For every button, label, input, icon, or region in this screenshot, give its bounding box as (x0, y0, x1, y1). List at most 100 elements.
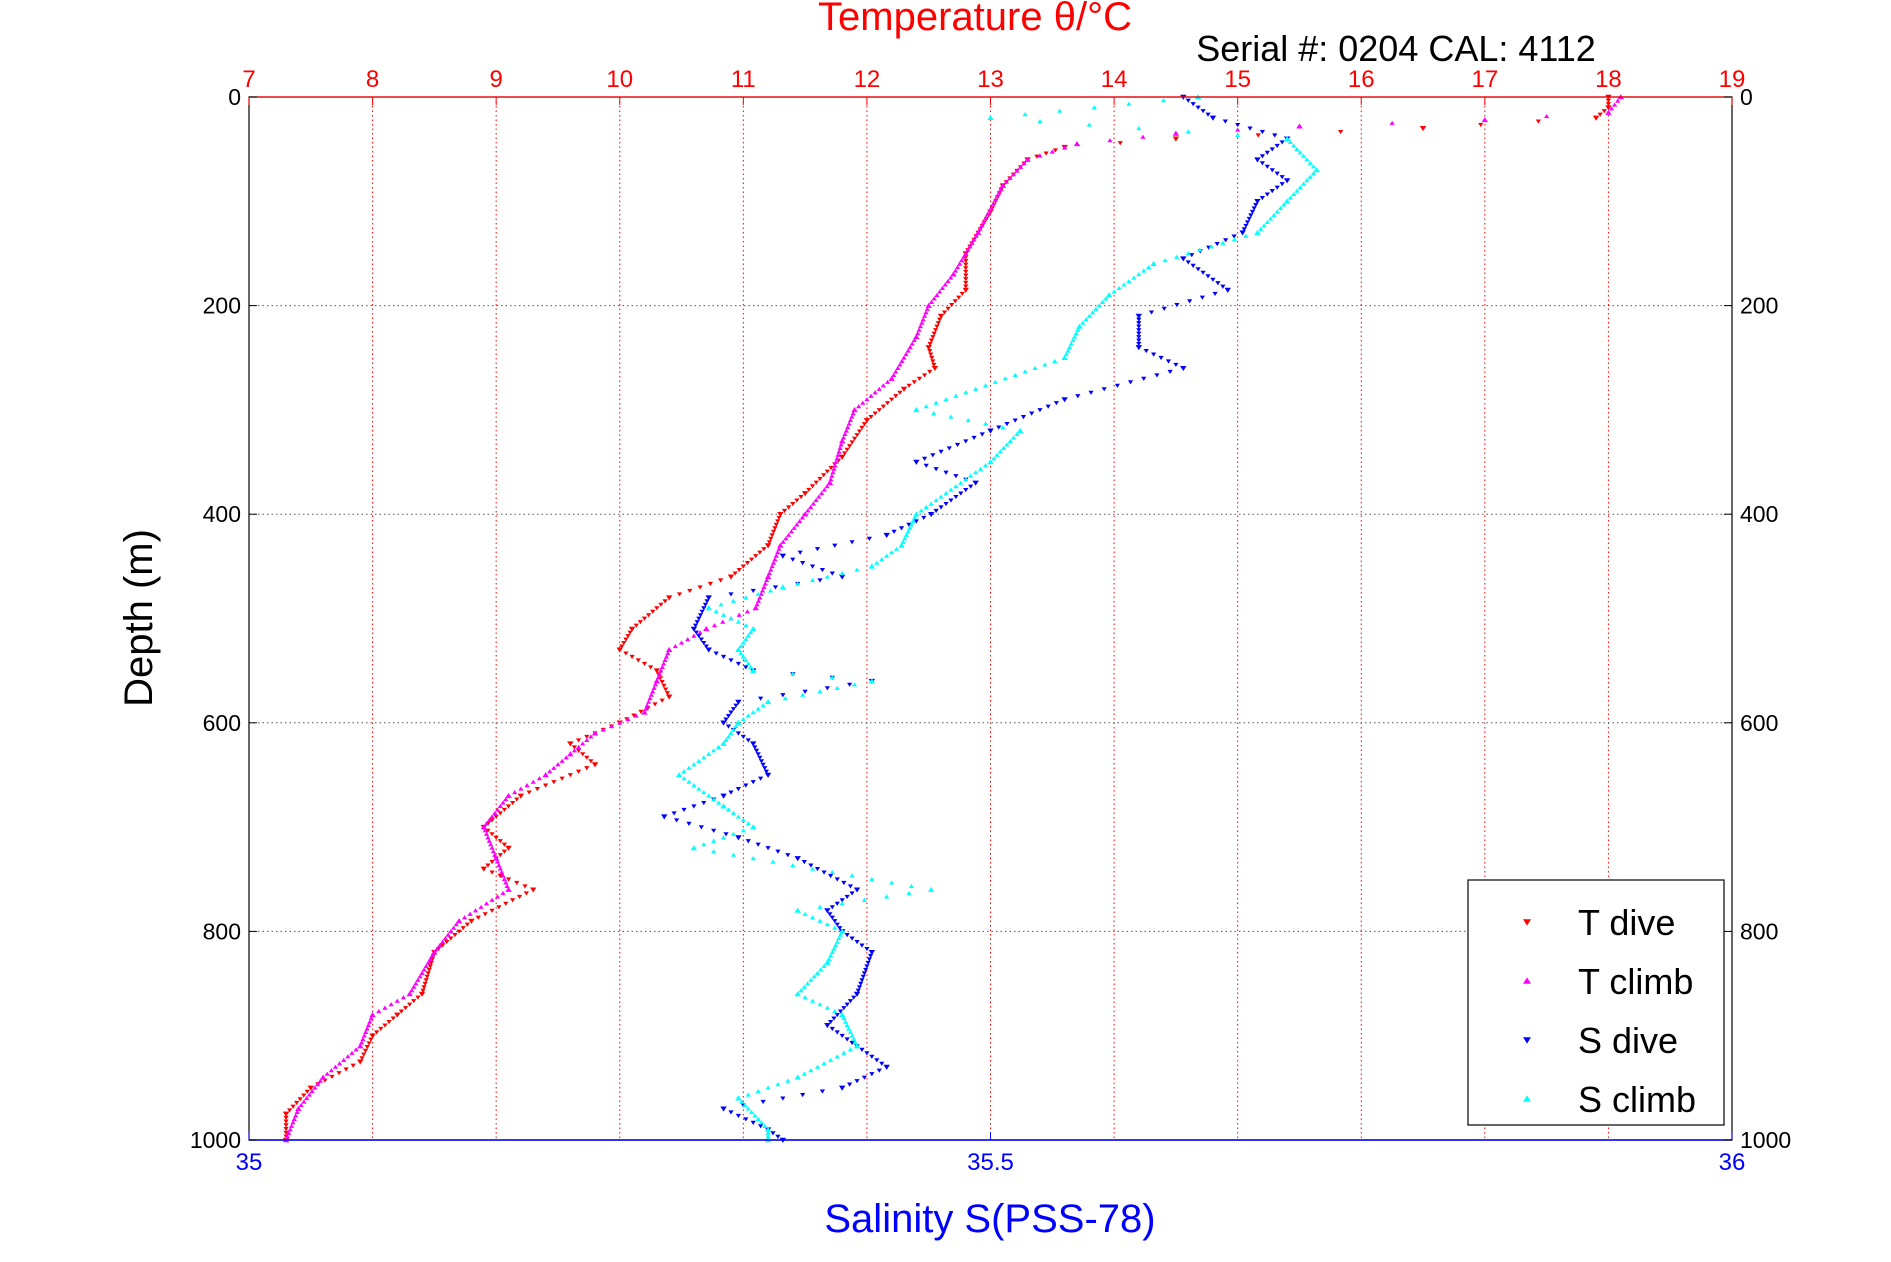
profile-marker (286, 1130, 292, 1135)
profile-marker (720, 654, 727, 660)
profile-marker (765, 1085, 771, 1090)
profile-marker (809, 577, 816, 583)
profile-marker (1279, 182, 1285, 187)
profile-marker (900, 539, 906, 544)
profile-marker (808, 504, 814, 510)
profile-marker (651, 685, 657, 690)
profile-marker (821, 473, 827, 478)
profile-marker (1075, 327, 1081, 332)
profile-marker (847, 444, 853, 449)
profile-marker (859, 425, 865, 430)
data-point (868, 678, 876, 684)
temperature-tick-label: 17 (1471, 66, 1498, 93)
profile-marker (829, 905, 835, 910)
profile-marker (930, 335, 936, 340)
profile-marker (283, 1127, 289, 1132)
profile-marker (1190, 263, 1196, 268)
depth-tick-label-right: 800 (1740, 918, 1778, 944)
profile-marker (828, 1019, 834, 1025)
profile-marker (1001, 445, 1007, 450)
profile-marker (897, 390, 903, 395)
profile-marker (761, 547, 767, 552)
profile-marker (304, 1095, 310, 1101)
data-point (1224, 287, 1231, 293)
salinity-axis-title: Salinity S(PSS-78) (824, 1197, 1155, 1241)
profile-marker (1259, 161, 1265, 166)
profile-marker (720, 619, 726, 624)
profile-marker (845, 424, 851, 430)
profile-marker (341, 1057, 347, 1062)
profile-marker (685, 637, 691, 642)
profile-marker (929, 355, 935, 361)
data-point (1254, 199, 1261, 205)
profile-marker (647, 696, 653, 701)
profile-marker (1608, 106, 1615, 111)
profile-marker (427, 956, 433, 962)
profile-marker (946, 446, 952, 451)
profile-marker (448, 929, 454, 934)
profile-marker (911, 338, 917, 343)
data-point (492, 855, 500, 861)
profile-marker (851, 1036, 857, 1041)
profile-marker (1222, 119, 1228, 124)
data-point (394, 1012, 401, 1018)
data-point (898, 542, 905, 548)
profile-marker (725, 724, 732, 729)
profile-marker (864, 946, 870, 952)
profile-marker (937, 317, 943, 322)
profile-marker (829, 869, 835, 875)
profile-marker (1136, 125, 1142, 131)
profile-marker (847, 999, 854, 1004)
profile-marker (753, 554, 759, 559)
profile-marker (828, 477, 834, 482)
data-point (505, 886, 512, 892)
profile-marker (791, 525, 797, 530)
profile-marker (868, 393, 874, 398)
profile-marker (1136, 335, 1142, 340)
data-point (720, 1106, 727, 1112)
profile-marker (1062, 145, 1068, 150)
profile-marker (819, 568, 826, 573)
profile-marker (916, 376, 923, 381)
profile-marker (876, 1068, 882, 1073)
profile-marker (681, 807, 687, 813)
profile-marker (988, 204, 995, 210)
profile-marker (1264, 192, 1270, 197)
profile-marker (329, 1074, 335, 1080)
profile-marker (948, 487, 954, 492)
profile-marker (982, 421, 989, 426)
salinity-tick-label: 35 (236, 1149, 263, 1176)
profile-marker (762, 1123, 768, 1128)
profile-marker (799, 515, 805, 520)
profile-marker (1272, 133, 1278, 138)
profile-marker (644, 703, 650, 708)
profile-marker (1297, 150, 1303, 155)
data-point (282, 1111, 290, 1117)
profile-marker (1068, 341, 1074, 346)
profile-marker (1071, 334, 1078, 339)
profile-marker (750, 588, 756, 594)
profile-marker (981, 219, 987, 224)
profile-marker (588, 734, 594, 739)
profile-marker (1037, 153, 1043, 158)
profile-marker (828, 465, 834, 471)
data-point (750, 741, 757, 747)
profile-marker (301, 1093, 307, 1098)
profile-marker (510, 800, 516, 806)
profile-marker (909, 341, 915, 346)
profile-marker (530, 779, 536, 784)
profile-marker (735, 787, 741, 792)
profile-marker (849, 440, 855, 445)
profile-marker (687, 588, 693, 594)
profile-marker (1080, 320, 1086, 325)
profile-marker (876, 386, 882, 391)
profile-marker (489, 870, 495, 875)
profile-marker (1117, 141, 1123, 146)
profile-marker (1136, 271, 1142, 277)
temperature-tick-label: 15 (1224, 66, 1251, 93)
profile-marker (740, 817, 746, 822)
profile-marker (427, 964, 433, 969)
profile-marker (770, 859, 776, 864)
data-point (764, 573, 772, 580)
profile-marker (702, 602, 709, 607)
